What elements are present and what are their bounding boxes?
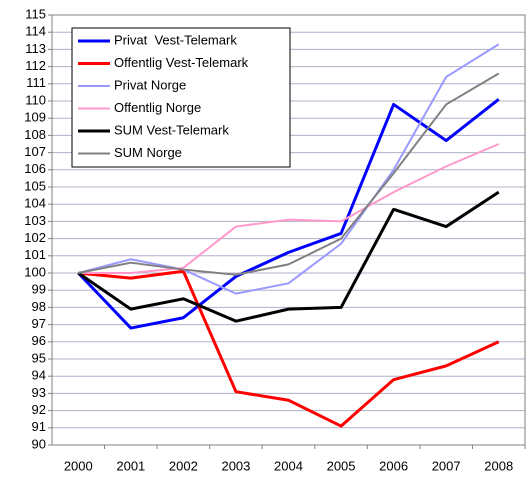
legend-label: SUM Norge — [114, 145, 182, 160]
y-tick-label: 102 — [24, 230, 46, 245]
legend-label: Privat Norge — [114, 77, 186, 92]
x-tick-label: 2007 — [432, 458, 461, 473]
y-tick-label: 111 — [26, 75, 46, 90]
y-tick-label: 105 — [24, 178, 46, 193]
line — [77, 190, 500, 323]
legend-box — [71, 27, 291, 168]
x-tick-label: 2006 — [379, 458, 408, 473]
x-tick-label: 2001 — [116, 458, 145, 473]
plot-border — [51, 14, 526, 446]
y-tick-label: 97 — [32, 316, 46, 331]
x-tick-label: 2005 — [327, 458, 356, 473]
y-tick-label: 91 — [32, 419, 46, 434]
y-tick-label: 107 — [24, 144, 46, 159]
y-tick-label: 110 — [25, 92, 46, 107]
x-tick-label: 2003 — [221, 458, 250, 473]
legend-label: Offentlig Vest-Telemark — [114, 55, 249, 70]
x-tick-label: 2004 — [274, 458, 303, 473]
x-tick-label: 2002 — [169, 458, 198, 473]
y-tick-label: 96 — [32, 333, 46, 348]
x-tick-label: 2008 — [484, 458, 513, 473]
y-tick-label: 101 — [24, 247, 46, 262]
x-tick-label: 2000 — [64, 458, 93, 473]
line — [78, 72, 500, 276]
y-tick-label: 104 — [24, 196, 46, 211]
y-tick-label: 114 — [25, 24, 46, 39]
y-tick-label: 103 — [24, 213, 46, 228]
line — [78, 269, 500, 428]
y-tick-label: 95 — [32, 350, 46, 365]
y-tick-label: 93 — [32, 385, 46, 400]
y-tick-label: 94 — [32, 368, 46, 383]
y-tick-label: 108 — [24, 127, 46, 142]
y-tick-label: 98 — [32, 299, 46, 314]
y-tick-label: 113 — [25, 41, 46, 56]
y-tick-label: 100 — [24, 264, 46, 279]
y-tick-label: 90 — [32, 436, 46, 451]
line — [78, 43, 500, 295]
y-tick-label: 109 — [24, 110, 46, 125]
y-tick-label: 112 — [25, 58, 46, 73]
y-tick-label: 115 — [25, 6, 46, 21]
y-tick-label: 92 — [32, 402, 46, 417]
legend-label: Privat Vest-Telemark — [114, 32, 237, 47]
y-tick-label: 106 — [24, 161, 46, 176]
legend-label: SUM Vest-Telemark — [114, 122, 229, 137]
line — [78, 143, 500, 274]
y-tick-label: 99 — [32, 282, 46, 297]
legend-label: Offentlig Norge — [114, 100, 201, 115]
